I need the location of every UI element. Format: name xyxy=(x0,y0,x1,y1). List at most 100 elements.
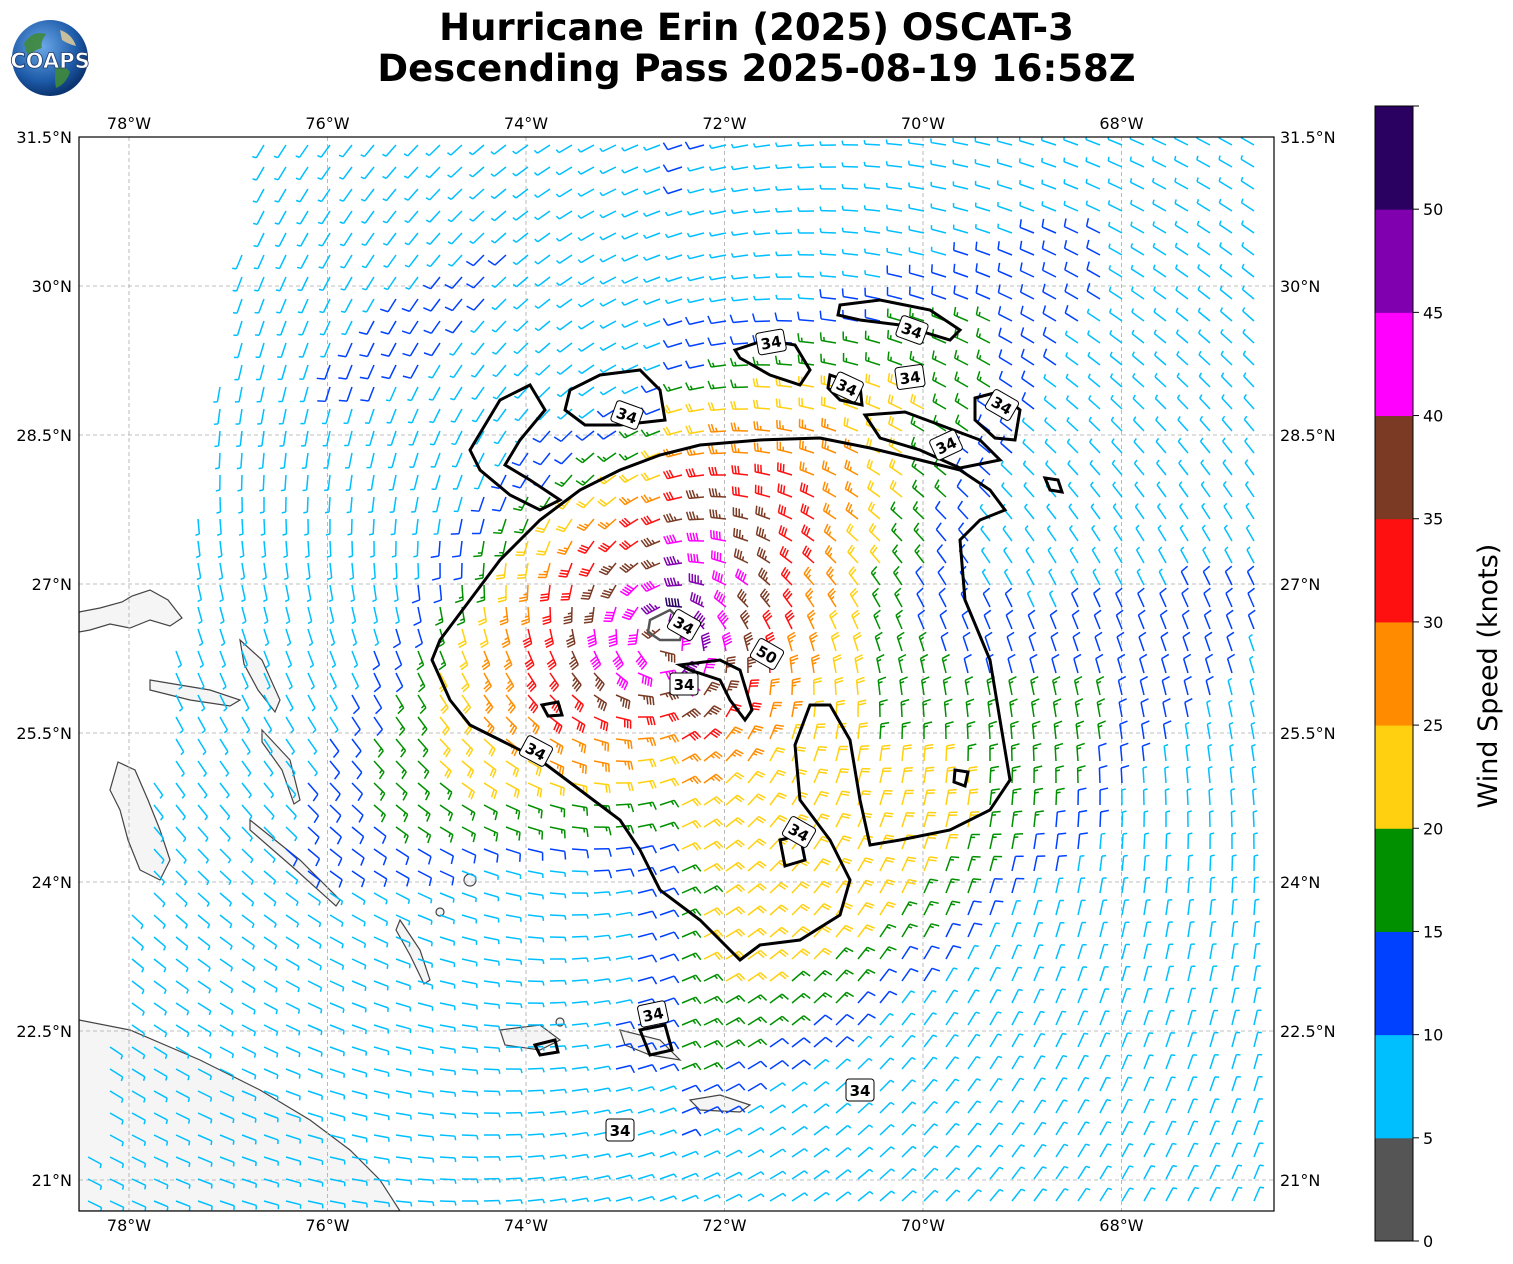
wind-barb xyxy=(175,1068,190,1081)
wind-barb xyxy=(297,276,309,292)
wind-barb xyxy=(1055,765,1065,784)
wind-barb xyxy=(1033,944,1044,960)
wind-barb xyxy=(490,188,507,200)
wind-barb xyxy=(857,699,867,718)
wind-barb xyxy=(1055,1099,1068,1114)
wind-barb xyxy=(725,994,746,1004)
wind-barb xyxy=(681,775,702,785)
wind-barb xyxy=(1187,1031,1197,1048)
wind-barb xyxy=(285,848,298,867)
wind-barb xyxy=(908,264,925,278)
wind-barb xyxy=(522,628,533,649)
wind-barb xyxy=(1181,587,1189,608)
wind-barb xyxy=(345,474,353,492)
wind-barb xyxy=(662,142,683,151)
wind-barb xyxy=(417,1068,434,1076)
wind-barb xyxy=(483,1090,501,1096)
wind-barb xyxy=(774,164,793,170)
wind-barb xyxy=(285,716,295,734)
wind-barb xyxy=(505,1024,523,1030)
contour-34kt-ne-2 xyxy=(836,298,963,342)
wind-barb xyxy=(586,628,597,648)
wind-barb xyxy=(867,480,881,498)
wind-barb xyxy=(1219,263,1233,278)
wind-barb xyxy=(483,694,494,714)
wind-barb xyxy=(1165,1032,1176,1048)
wind-barb xyxy=(1139,675,1149,696)
wind-barb xyxy=(483,892,500,902)
wind-barb xyxy=(945,788,957,806)
wind-barb xyxy=(219,1046,235,1059)
wind-barb xyxy=(197,958,211,972)
wind-barb xyxy=(932,393,947,410)
wind-barb xyxy=(1187,943,1196,960)
wind-barb xyxy=(791,926,811,938)
wind-barb xyxy=(930,138,947,146)
wind-barb xyxy=(879,789,893,806)
wind-barb xyxy=(1086,261,1101,278)
wind-barb xyxy=(703,995,724,1004)
wind-barb xyxy=(1247,609,1256,630)
wind-barb xyxy=(318,232,331,247)
wind-barb xyxy=(1032,742,1042,762)
wind-barb xyxy=(618,430,639,439)
wind-barb xyxy=(923,967,941,982)
wind-barb xyxy=(1112,503,1123,520)
wind-barb xyxy=(1247,587,1255,608)
wind-barb xyxy=(1222,481,1233,498)
wind-barb xyxy=(989,1033,1002,1048)
wind-barb xyxy=(989,944,1001,960)
wind-barb xyxy=(901,1123,917,1136)
wind-barb xyxy=(703,796,724,806)
wind-barb xyxy=(373,1002,389,1013)
wind-barb xyxy=(1155,416,1167,432)
wind-barb xyxy=(473,474,485,490)
wind-barb xyxy=(1121,921,1130,938)
wind-barb xyxy=(747,1016,768,1026)
wind-barb xyxy=(747,770,766,784)
wind-barb xyxy=(395,936,411,947)
wind-barb xyxy=(1042,305,1057,322)
wind-barb xyxy=(285,1024,301,1036)
wind-barb xyxy=(681,1172,699,1180)
wind-barb xyxy=(755,505,771,520)
wind-barb xyxy=(175,782,186,799)
wind-barb xyxy=(1157,524,1167,542)
wind-barb xyxy=(1011,944,1022,960)
wind-barb xyxy=(389,496,397,513)
wind-barb xyxy=(556,342,573,353)
wind-barb xyxy=(681,974,702,983)
wind-barb xyxy=(621,232,639,240)
wind-barb xyxy=(686,298,705,304)
wind-barb xyxy=(426,232,441,245)
wind-barb xyxy=(461,958,478,967)
wind-barb xyxy=(1011,988,1023,1004)
wind-barb xyxy=(640,603,661,615)
wind-barb xyxy=(855,676,865,696)
wind-barb xyxy=(805,587,815,608)
wind-barb xyxy=(923,721,933,740)
wind-barb xyxy=(395,870,410,887)
wind-barb xyxy=(812,677,822,696)
wind-barb xyxy=(637,716,656,726)
contour-34kt-south-2 xyxy=(637,1023,674,1057)
wind-barb xyxy=(373,694,383,715)
wind-barb xyxy=(373,606,379,625)
wind-barb xyxy=(730,443,749,454)
wind-barb xyxy=(901,1079,917,1092)
wind-barb xyxy=(505,936,522,944)
wind-barb xyxy=(857,745,870,762)
wind-barb xyxy=(263,870,277,885)
wind-barb xyxy=(844,480,859,498)
wind-barb xyxy=(1066,416,1079,432)
wind-barb xyxy=(1063,218,1079,234)
lat-tick-label-left: 27°N xyxy=(32,575,72,594)
wind-barb xyxy=(241,1134,257,1145)
wind-barb xyxy=(1143,1010,1153,1026)
wind-barb xyxy=(263,672,271,690)
wind-barb xyxy=(1184,698,1193,718)
wind-barb xyxy=(637,1173,656,1180)
wind-barb xyxy=(1076,742,1085,762)
wind-barb xyxy=(703,1194,721,1202)
wind-barb xyxy=(930,181,947,190)
